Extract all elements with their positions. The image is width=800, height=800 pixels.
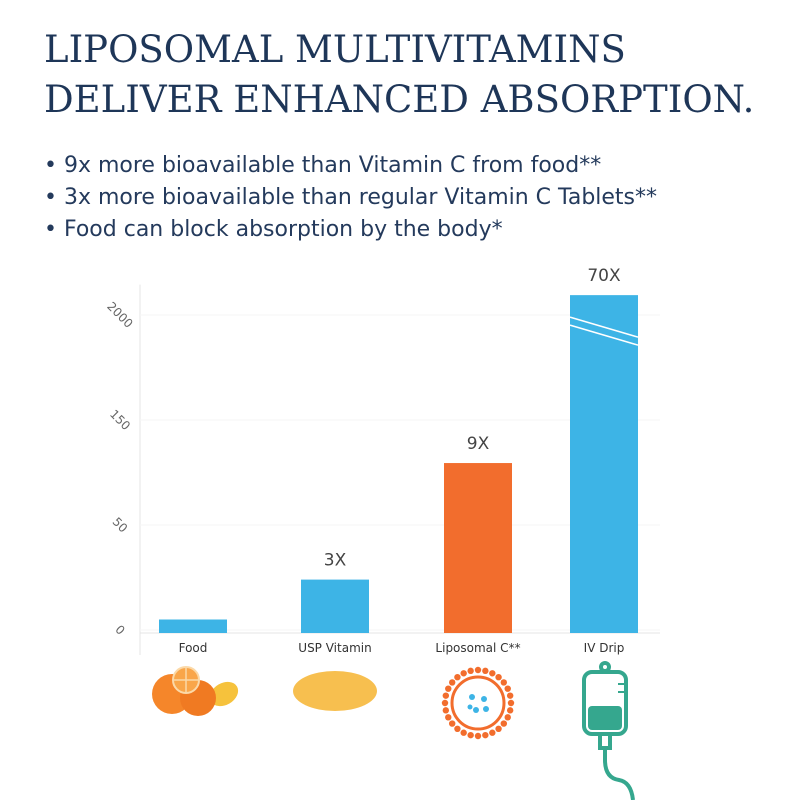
lipid-dot (500, 720, 508, 727)
x-tick-label: IV Drip (584, 641, 625, 655)
chart: 0 50 150 2000 Food USP Vitamin 3X Liposomal C**… (104, 266, 660, 655)
lipid-dot (467, 731, 474, 739)
lipid-dot (474, 666, 482, 674)
lipid-dot (448, 720, 456, 727)
bar (301, 579, 369, 633)
lipid-dot (482, 731, 489, 739)
x-tick-label: Food (179, 641, 208, 655)
x-tick-label: USP Vitamin (298, 641, 371, 655)
lipid-dot (504, 714, 511, 721)
tablet-icon (293, 671, 377, 711)
lipid-dot (504, 685, 511, 692)
iv-drip-icon (582, 661, 635, 800)
lipid-dot (467, 667, 474, 675)
y-tick-label: 2000 (104, 299, 135, 330)
lipid-dot (448, 679, 456, 686)
lipid-dot (507, 699, 515, 707)
y-tick-label: 0 (112, 622, 127, 637)
orange-icon (152, 666, 239, 716)
lipid-dot (460, 729, 467, 736)
lipid-dot (442, 692, 450, 699)
bar-label: 70X (587, 266, 621, 286)
bullet: • Food can block absorption by the body* (44, 217, 503, 242)
lipid-dot (445, 685, 452, 692)
bar-label: 9X (467, 434, 490, 454)
lipid-dot (489, 729, 496, 736)
bar (444, 463, 512, 633)
x-tick-label: Liposomal C** (435, 641, 520, 655)
lipid-dot (454, 673, 461, 681)
lipid-dot (489, 670, 496, 677)
liposome-icon (441, 666, 515, 740)
bar (159, 619, 227, 633)
bar-label: 3X (324, 551, 347, 571)
axis-break (569, 324, 639, 346)
lipid-dot (482, 667, 489, 675)
lipid-dot (500, 679, 508, 686)
y-tick-label: 50 (110, 515, 131, 536)
lipid-dot (445, 714, 452, 721)
title-line: LIPOSOMAL MULTIVITAMINS (44, 28, 626, 71)
lipid-dot (442, 707, 450, 714)
lipid-dot (474, 732, 482, 740)
lipid-dot (495, 673, 502, 681)
lipid-dot (506, 707, 514, 714)
bar (570, 295, 638, 633)
y-tick-label: 150 (107, 407, 133, 433)
axis-break (569, 316, 639, 338)
lipid-dot (506, 692, 514, 699)
title-line: DELIVER ENHANCED ABSORPTION. (44, 78, 754, 121)
lipid-dot (454, 725, 461, 733)
lipid-dot (460, 670, 467, 677)
bullet: • 3x more bioavailable than regular Vita… (44, 185, 657, 210)
bullet: • 9x more bioavailable than Vitamin C fr… (44, 153, 601, 178)
lipid-dot (441, 699, 449, 707)
lipid-dot (495, 725, 502, 733)
